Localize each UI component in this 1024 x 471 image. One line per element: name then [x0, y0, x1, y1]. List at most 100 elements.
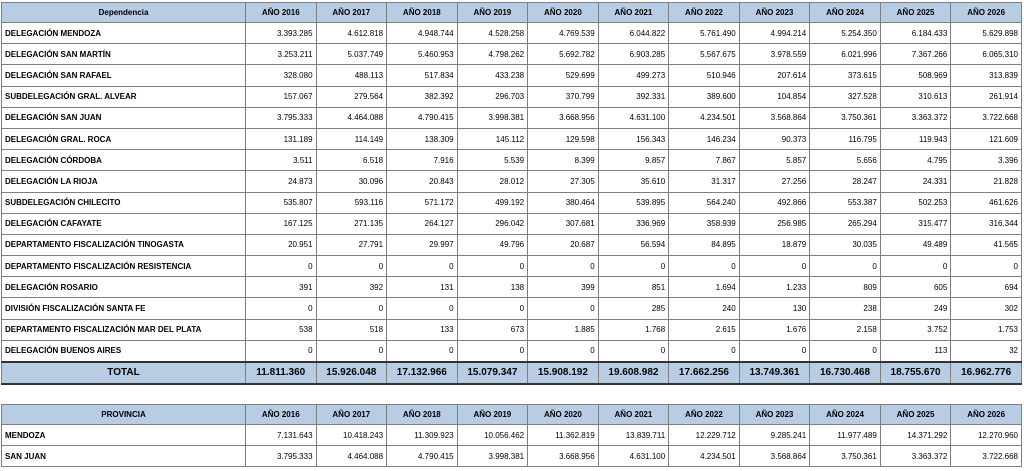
cell: 4.234.501	[668, 445, 740, 467]
cell: 6.065.310	[950, 43, 1022, 66]
header-cell: AÑO 2023	[738, 404, 811, 425]
cell: 373.615	[809, 64, 881, 87]
header-cell: AÑO 2026	[950, 404, 1022, 425]
cell: 4.464.088	[315, 445, 388, 467]
cell: 0	[456, 255, 529, 278]
row-label: DELEGACIÓN SAN JUAN	[1, 106, 246, 129]
cell: 138	[456, 276, 529, 299]
cell: 492.866	[738, 191, 811, 214]
total-cell: 11.811.360	[245, 360, 317, 385]
cell: 0	[527, 339, 599, 363]
header-cell: AÑO 2024	[809, 2, 881, 23]
cell: 380.464	[527, 191, 599, 214]
cell: 0	[950, 255, 1022, 278]
row: DELEGACIÓN CÓRDOBA 3.511 6.518 7.916 5.539 8.…	[1, 149, 1022, 172]
cell: 29.997	[386, 233, 458, 257]
cell: 261.914	[950, 85, 1022, 108]
cell: 4.994.214	[738, 21, 811, 45]
cell: 0	[245, 297, 317, 320]
cell: 10.056.462	[456, 424, 529, 446]
cell: 593.116	[315, 191, 388, 214]
cell: 529.699	[527, 64, 599, 87]
header-cell: PROVINCIA	[1, 404, 246, 425]
row: SUBDELEGACIÓN CHILECITO 535.807 593.116 571…	[1, 191, 1022, 214]
header-cell: AÑO 2022	[668, 404, 740, 425]
header-cell: AÑO 2021	[597, 404, 670, 425]
header-cell: AÑO 2025	[879, 404, 952, 425]
row-label: DELEGACIÓN MENDOZA	[1, 21, 246, 45]
cell: 328.080	[245, 64, 317, 87]
cell: 3.363.372	[879, 106, 952, 129]
total-cell: 15.908.192	[527, 360, 599, 385]
cell: 49.489	[879, 233, 952, 257]
cell: 3.363.372	[879, 445, 952, 467]
cell: 5.567.675	[668, 43, 740, 66]
cell: 1.885	[527, 318, 599, 341]
cell: 1.676	[738, 318, 811, 341]
cell: 0	[879, 255, 952, 278]
cell: 4.769.539	[527, 21, 599, 45]
cell: 41.565	[950, 233, 1022, 257]
row-label: DEPARTAMENTO FISCALIZACIÓN RESISTENCIA	[1, 255, 246, 278]
cell: 5.037.749	[315, 43, 388, 66]
cell: 5.857	[738, 149, 811, 172]
cell: 0	[809, 339, 881, 363]
cell: 11.362.819	[527, 424, 599, 446]
row: DEPARTAMENTO FISCALIZACIÓN RESISTENCIA 0 0…	[1, 255, 1022, 278]
row: DEPARTAMENTO FISCALIZACIÓN MAR DEL PLATA…	[1, 318, 1022, 341]
cell: 0	[386, 339, 458, 363]
header-cell: Dependencia	[1, 2, 246, 23]
total-cell: 18.755.670	[879, 360, 952, 385]
cell: 130	[738, 297, 811, 320]
header-cell: AÑO 2018	[386, 404, 458, 425]
cell: 7.867	[668, 149, 740, 172]
cell: 28.247	[809, 170, 881, 193]
cell: 502.253	[879, 191, 952, 214]
row: DELEGACIÓN CAFAYATE 167.125 271.135 264.127…	[1, 212, 1022, 235]
cell: 129.598	[527, 127, 599, 151]
cell: 3.722.668	[950, 106, 1022, 129]
cell: 0	[668, 339, 740, 363]
cell: 0	[527, 297, 599, 320]
cell: 0	[315, 297, 388, 320]
cell: 11.309.923	[386, 424, 458, 446]
cell: 131.189	[245, 127, 317, 151]
cell: 3.978.559	[738, 43, 811, 66]
row: MENDOZA 7.131.643 10.418.243 11.309.923 10.0…	[1, 424, 1022, 446]
cell: 30.096	[315, 170, 388, 193]
cell: 316.344	[950, 212, 1022, 235]
cell: 121.609	[950, 127, 1022, 151]
cell: 605	[879, 276, 952, 299]
cell: 1.233	[738, 276, 811, 299]
cell: 14.371.292	[879, 424, 952, 446]
cell: 539.895	[597, 191, 670, 214]
cell: 3.393.285	[245, 21, 317, 45]
cell: 0	[315, 339, 388, 363]
cell: 508.969	[879, 64, 952, 87]
cell: 49.796	[456, 233, 529, 257]
cell: 35.610	[597, 170, 670, 193]
row: SAN JUAN 3.795.333 4.464.088 4.790.415 3.998…	[1, 445, 1022, 467]
row-label: DELEGACIÓN ROSARIO	[1, 276, 246, 299]
cell: 391	[245, 276, 317, 299]
cell: 11.977.489	[809, 424, 881, 446]
cell: 3.795.333	[245, 445, 317, 467]
cell: 5.692.782	[527, 43, 599, 66]
cell: 4.464.088	[315, 106, 388, 129]
row-label: DEPARTAMENTO FISCALIZACIÓN MAR DEL PLATA	[1, 318, 246, 341]
cell: 499.273	[597, 64, 670, 87]
header-cell: AÑO 2018	[386, 2, 458, 23]
cell: 571.172	[386, 191, 458, 214]
cell: 302	[950, 297, 1022, 320]
row: DELEGACIÓN LA RIOJA 24.873 30.096 20.843 28.…	[1, 170, 1022, 193]
cell: 207.614	[738, 64, 811, 87]
cell: 27.256	[738, 170, 811, 193]
cell: 3.750.361	[809, 445, 881, 467]
header-cell: AÑO 2019	[456, 2, 529, 23]
header-cell: AÑO 2019	[456, 404, 529, 425]
cell: 8.399	[527, 149, 599, 172]
cell: 6.518	[315, 149, 388, 172]
cell: 392	[315, 276, 388, 299]
row: DELEGACIÓN SAN RAFAEL 328.080 488.113 517.8…	[1, 64, 1022, 87]
cell: 7.916	[386, 149, 458, 172]
